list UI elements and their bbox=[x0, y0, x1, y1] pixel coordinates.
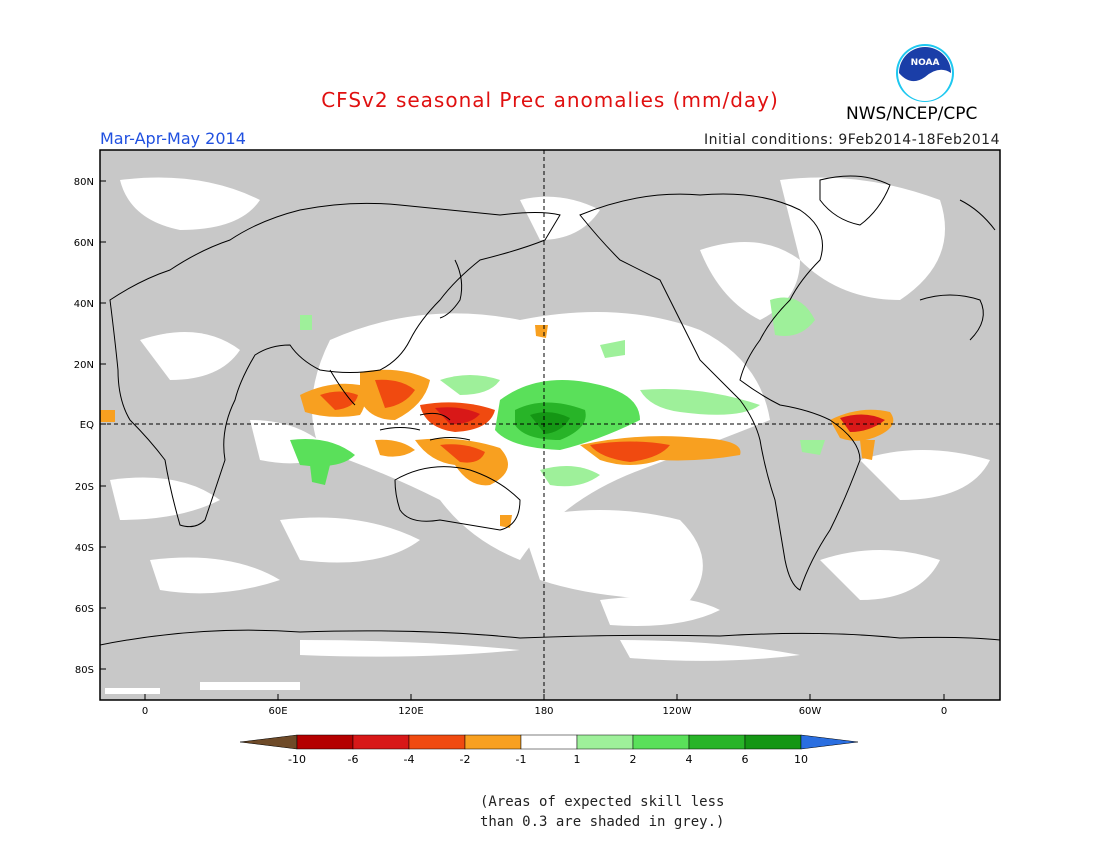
noaa-logo: NOAA bbox=[895, 43, 955, 103]
legend-label: -1 bbox=[516, 753, 527, 766]
legend-label: -10 bbox=[288, 753, 306, 766]
white-regions bbox=[105, 177, 990, 694]
legend-swatch bbox=[352, 734, 410, 750]
legend-label: 1 bbox=[574, 753, 581, 766]
lat-label: 20N bbox=[74, 360, 94, 371]
legend-label: 6 bbox=[742, 753, 749, 766]
initial-conditions-label: Initial conditions: 9Feb2014-18Feb2014 bbox=[704, 132, 1000, 148]
coastlines bbox=[100, 175, 1000, 646]
lat-label: 80N bbox=[74, 177, 94, 188]
legend-swatch bbox=[688, 734, 746, 750]
legend-swatch bbox=[520, 734, 578, 750]
lat-axis: 80N 60N 40N 20N EQ 20S 40S 60S 80S bbox=[74, 177, 106, 676]
legend-swatch bbox=[296, 734, 354, 750]
legend-arrow-left bbox=[239, 734, 298, 750]
lat-label: 40S bbox=[75, 543, 94, 554]
season-label: Mar-Apr-May 2014 bbox=[100, 129, 246, 148]
lon-label: 60E bbox=[268, 706, 287, 717]
legend-label: -4 bbox=[404, 753, 415, 766]
lat-label: EQ bbox=[80, 420, 94, 431]
lat-label: 60S bbox=[75, 604, 94, 615]
legend-label: 10 bbox=[794, 753, 808, 766]
positive-anomalies bbox=[290, 297, 825, 487]
chart-title: CFSv2 seasonal Prec anomalies (mm/day) bbox=[321, 88, 779, 112]
lat-label: 40N bbox=[74, 299, 94, 310]
legend-arrow-right bbox=[800, 734, 859, 750]
legend-label: -6 bbox=[348, 753, 359, 766]
noaa-logo-text: NOAA bbox=[911, 58, 940, 68]
color-legend: -10 -6 -4 -2 -1 1 2 4 6 10 bbox=[239, 734, 859, 766]
legend-swatch bbox=[464, 734, 522, 750]
legend-swatch bbox=[576, 734, 634, 750]
legend-label: 2 bbox=[630, 753, 637, 766]
lon-label: 60W bbox=[799, 706, 822, 717]
legend-swatch bbox=[408, 734, 466, 750]
lat-label: 20S bbox=[75, 482, 94, 493]
lat-label: 60N bbox=[74, 238, 94, 249]
lon-label: 0 bbox=[142, 706, 148, 717]
negative-anomalies bbox=[100, 325, 894, 528]
lon-label: 180 bbox=[534, 706, 553, 717]
skill-mask bbox=[100, 150, 1000, 700]
lat-label: 80S bbox=[75, 665, 94, 676]
lon-axis: 0 60E 120E 180 120W 60W 0 bbox=[142, 694, 947, 717]
lon-label: 120W bbox=[663, 706, 692, 717]
legend-swatch bbox=[744, 734, 802, 750]
legend-label: -2 bbox=[460, 753, 471, 766]
legend-swatch bbox=[632, 734, 690, 750]
skill-note: (Areas of expected skill less than 0.3 a… bbox=[480, 792, 724, 832]
skill-note-line: than 0.3 are shaded in grey.) bbox=[480, 814, 725, 830]
lon-label: 0 bbox=[941, 706, 947, 717]
map-border bbox=[99, 149, 1001, 701]
lon-label: 120E bbox=[398, 706, 423, 717]
skill-note-line: (Areas of expected skill less bbox=[480, 794, 725, 810]
legend-label: 4 bbox=[686, 753, 693, 766]
agency-label: NWS/NCEP/CPC bbox=[846, 104, 978, 124]
